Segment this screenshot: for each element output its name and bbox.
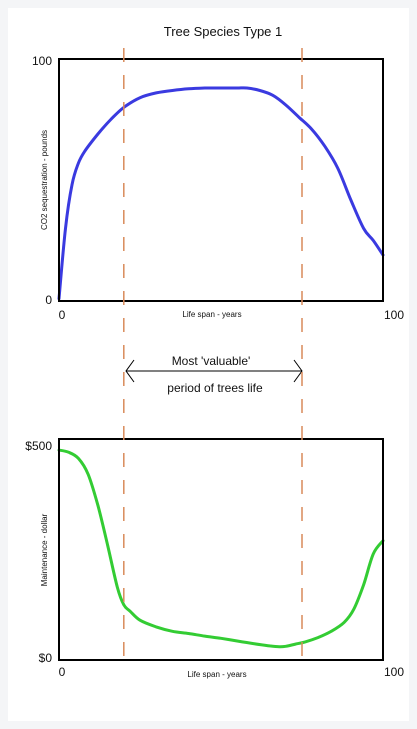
co2-ytick-min: 0	[45, 293, 52, 307]
maintenance-xlabel: Life span - years	[187, 670, 246, 679]
co2-chart	[57, 86, 385, 301]
maintenance-chart	[57, 448, 385, 649]
co2-ytick-max: 100	[32, 54, 52, 68]
co2-chart-frame	[58, 58, 384, 302]
annotation-line-2: period of trees life	[167, 381, 263, 395]
maintenance-chart-frame	[58, 438, 384, 661]
valuable-period-arrow	[125, 359, 303, 383]
maintenance-ytick-max: $500	[25, 439, 52, 453]
co2-xtick-max: 100	[384, 308, 404, 322]
maintenance-series-line-0	[57, 448, 385, 649]
maintenance-ytick-min: $0	[39, 651, 53, 665]
co2-ylabel: CO2 sequestration - pounds	[40, 130, 49, 230]
co2-xlabel: Life span - years	[182, 310, 241, 319]
maintenance-ylabel: Maintenance - dollar	[40, 513, 49, 586]
maintenance-xtick-min: 0	[59, 665, 66, 679]
chart-title: Tree Species Type 1	[164, 24, 283, 39]
figure-panel	[8, 8, 409, 721]
maintenance-xtick-max: 100	[384, 665, 404, 679]
co2-xtick-min: 0	[59, 308, 66, 322]
period-markers	[123, 48, 303, 668]
annotation-line-1: Most 'valuable'	[172, 354, 251, 368]
co2-series-line-0	[57, 86, 385, 301]
